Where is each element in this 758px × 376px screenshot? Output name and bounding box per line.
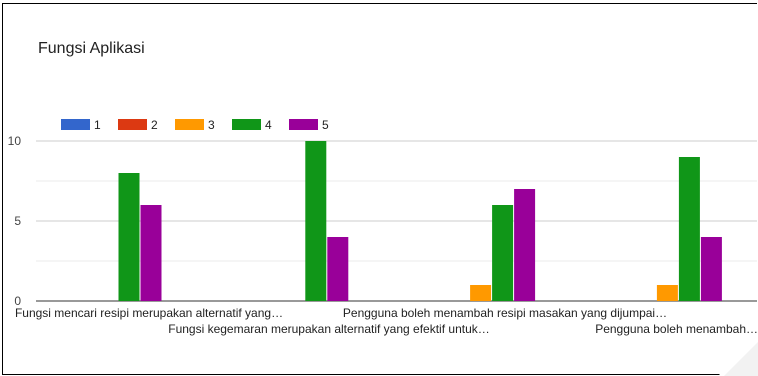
page-corner-decoration (718, 336, 758, 376)
bar[interactable] (492, 205, 514, 301)
legend-label: 1 (94, 118, 101, 132)
legend-label: 3 (208, 118, 215, 132)
bar[interactable] (514, 189, 536, 301)
bar[interactable] (678, 157, 700, 301)
y-tick-label: 10 (8, 134, 22, 148)
bar[interactable] (327, 237, 349, 301)
bar-chart: 0 5 10 1 2 3 4 5 Fungsi mencari resipi merupakan… (8, 118, 757, 336)
legend-swatch (118, 119, 147, 130)
bar[interactable] (305, 141, 327, 301)
legend-label: 2 (151, 118, 158, 132)
x-tick-label: Pengguna boleh menambah… (595, 322, 757, 336)
x-tick-label: Fungsi kegemaran merupakan alternatif ya… (168, 322, 490, 336)
legend-swatch (232, 119, 261, 130)
bar[interactable] (656, 285, 678, 301)
legend-label: 5 (322, 118, 329, 132)
legend-swatch (61, 119, 90, 130)
x-tick-label: Fungsi mencari resipi merupakan alternat… (15, 306, 283, 320)
legend-swatch (175, 119, 204, 130)
chart-card: Fungsi Aplikasi 0 5 10 1 2 3 4 5 Fungsi mencari … (2, 3, 757, 375)
y-tick-label: 5 (14, 214, 21, 228)
bar[interactable] (140, 205, 162, 301)
bar[interactable] (700, 237, 722, 301)
x-tick-label: Pengguna boleh menambah resipi masakan y… (343, 306, 667, 320)
bar[interactable] (470, 285, 492, 301)
bar[interactable] (118, 173, 140, 301)
y-tick-label: 0 (14, 294, 21, 308)
legend-label: 4 (265, 118, 272, 132)
legend-swatch (289, 119, 318, 130)
chart-title: Fungsi Aplikasi (38, 40, 145, 57)
